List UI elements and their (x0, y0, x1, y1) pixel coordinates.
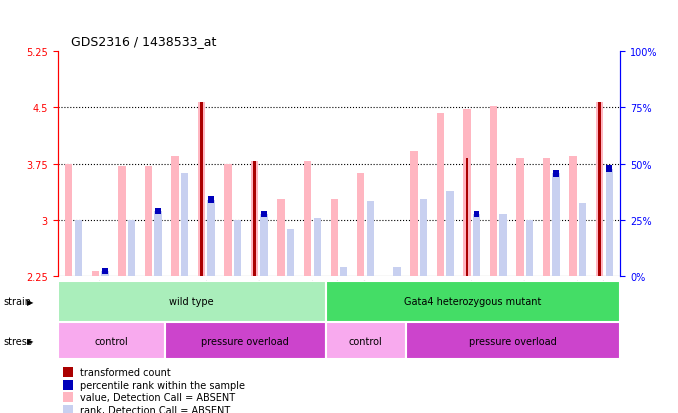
Bar (490, 107, 497, 277)
Bar (118, 166, 125, 277)
Bar (208, 197, 214, 204)
Bar (172, 157, 179, 277)
Bar (101, 271, 108, 277)
Text: value, Detection Call = ABSENT: value, Detection Call = ABSENT (80, 392, 235, 402)
Bar (58, 322, 165, 359)
Bar (325, 322, 406, 359)
Bar (463, 109, 471, 277)
Bar (261, 211, 267, 218)
Bar (579, 204, 586, 277)
Bar (446, 192, 454, 277)
Text: Gata4 heterozygous mutant: Gata4 heterozygous mutant (404, 297, 542, 306)
Bar (410, 152, 418, 277)
Bar (340, 267, 348, 277)
Bar (200, 103, 203, 277)
Text: ▶: ▶ (27, 336, 34, 345)
Bar (367, 202, 374, 277)
Bar (58, 281, 325, 322)
Bar (65, 164, 73, 277)
Bar (277, 199, 285, 277)
Bar (63, 405, 73, 413)
Bar (260, 214, 268, 277)
Bar (287, 230, 294, 277)
Bar (553, 171, 559, 177)
Bar (304, 162, 311, 277)
Bar (92, 271, 99, 277)
Bar (75, 221, 82, 277)
Text: control: control (349, 336, 382, 346)
Text: GDS2316 / 1438533_at: GDS2316 / 1438533_at (71, 35, 216, 47)
Text: rank, Detection Call = ABSENT: rank, Detection Call = ABSENT (80, 405, 231, 413)
Bar (63, 368, 73, 377)
Bar (63, 380, 73, 390)
Text: ▶: ▶ (27, 297, 34, 306)
Bar (254, 162, 256, 277)
Bar (599, 103, 601, 277)
Text: transformed count: transformed count (80, 368, 171, 377)
Bar (473, 211, 479, 218)
Text: percentile rank within the sample: percentile rank within the sample (80, 380, 245, 390)
Bar (207, 200, 215, 277)
Bar (165, 322, 325, 359)
Bar (325, 281, 620, 322)
Bar (234, 221, 241, 277)
Bar (466, 159, 468, 277)
Bar (570, 157, 577, 277)
Bar (517, 159, 523, 277)
Text: pressure overload: pressure overload (201, 336, 289, 346)
Bar (155, 208, 161, 215)
Bar (251, 162, 258, 277)
Bar (596, 103, 603, 277)
Bar (224, 164, 232, 277)
Bar (437, 114, 444, 277)
Text: wild type: wild type (170, 297, 214, 306)
Bar (499, 214, 506, 277)
Bar (313, 219, 321, 277)
Bar (406, 322, 620, 359)
Text: stress: stress (3, 336, 33, 346)
Bar (526, 221, 534, 277)
Bar (606, 166, 612, 173)
Bar (357, 174, 365, 277)
Bar (543, 159, 551, 277)
Bar (473, 214, 480, 277)
Text: pressure overload: pressure overload (469, 336, 557, 346)
Bar (393, 267, 401, 277)
Bar (58, 277, 620, 314)
Bar (144, 166, 152, 277)
Bar (127, 221, 135, 277)
Bar (181, 174, 188, 277)
Bar (198, 103, 205, 277)
Bar (102, 268, 108, 275)
Text: control: control (94, 336, 128, 346)
Bar (330, 199, 338, 277)
Bar (63, 392, 73, 402)
Bar (553, 174, 560, 277)
Bar (420, 199, 427, 277)
Text: strain: strain (3, 297, 31, 306)
Bar (605, 169, 613, 277)
Bar (155, 211, 161, 277)
